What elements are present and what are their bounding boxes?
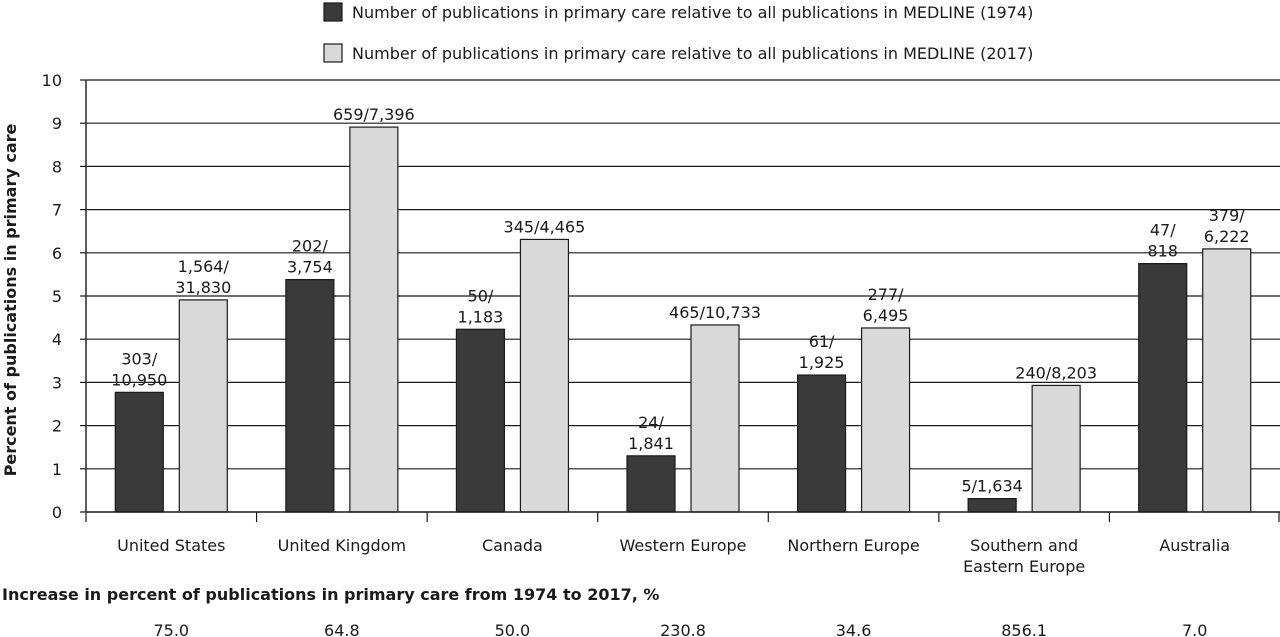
legend-label-1: Number of publications in primary care r… bbox=[352, 44, 1033, 63]
data-label-1-0: 31,830 bbox=[175, 278, 231, 297]
category-label-5: Eastern Europe bbox=[963, 557, 1085, 576]
category-label-0: United States bbox=[117, 536, 225, 555]
legend: Number of publications in primary care r… bbox=[323, 2, 1033, 63]
y-axis-ticks: 0 1 2 3 4 5 6 7 8 9 10 bbox=[42, 71, 86, 522]
data-label-0-4: 61/ bbox=[809, 332, 835, 351]
increase-value-0: 75.0 bbox=[153, 621, 189, 637]
gridlines bbox=[86, 79, 1280, 470]
y-tick-label: 7 bbox=[52, 201, 62, 220]
bar-0-6 bbox=[1138, 263, 1188, 513]
bar-0-1 bbox=[285, 278, 335, 513]
legend-swatch-0 bbox=[323, 2, 343, 22]
legend-label-0: Number of publications in primary care r… bbox=[352, 3, 1033, 22]
category-label-3: Western Europe bbox=[620, 536, 747, 555]
y-axis-label: Percent of publications in primary care bbox=[1, 123, 20, 476]
bar-1-5 bbox=[1031, 384, 1081, 513]
y-tick-label: 4 bbox=[52, 330, 62, 349]
legend-swatch-1 bbox=[323, 43, 343, 63]
data-label-0-6: 818 bbox=[1147, 242, 1178, 261]
data-label-0-2: 1,183 bbox=[458, 307, 504, 326]
data-label-1-4: 6,495 bbox=[863, 306, 909, 325]
bar-0-4 bbox=[796, 374, 847, 513]
data-label-0-3: 1,841 bbox=[628, 434, 674, 453]
increase-value-4: 34.6 bbox=[836, 621, 872, 637]
y-tick-label: 10 bbox=[42, 71, 62, 90]
data-label-1-4: 277/ bbox=[868, 285, 905, 304]
category-label-1: United Kingdom bbox=[278, 536, 406, 555]
y-tick-label: 9 bbox=[52, 114, 62, 133]
increase-value-6: 7.0 bbox=[1182, 621, 1207, 637]
bar-0-2 bbox=[455, 328, 506, 513]
y-tick-label: 8 bbox=[52, 157, 62, 176]
bars bbox=[114, 126, 1252, 513]
bar-1-0 bbox=[178, 299, 228, 513]
category-label-2: Canada bbox=[482, 536, 543, 555]
data-label-0-1: 202/ bbox=[292, 237, 329, 256]
y-tick-label: 3 bbox=[52, 373, 62, 392]
data-label-1-6: 379/ bbox=[1209, 206, 1246, 225]
x-axis bbox=[85, 80, 1280, 522]
data-label-1-2: 345/4,465 bbox=[504, 217, 586, 236]
y-tick-label: 6 bbox=[52, 244, 62, 263]
category-label-5: Southern and bbox=[970, 536, 1078, 555]
increase-value-1: 64.8 bbox=[324, 621, 360, 637]
increase-value-3: 230.8 bbox=[660, 621, 706, 637]
bar-1-2 bbox=[519, 238, 570, 513]
data-label-0-6: 47/ bbox=[1150, 221, 1176, 240]
data-label-0-4: 1,925 bbox=[799, 353, 845, 372]
y-tick-label: 2 bbox=[52, 417, 62, 436]
bar-1-1 bbox=[349, 126, 399, 513]
bar-0-3 bbox=[626, 455, 676, 513]
data-label-0-3: 24/ bbox=[638, 413, 664, 432]
data-label-0-0: 10,950 bbox=[111, 370, 167, 389]
increase-value-5: 856.1 bbox=[1001, 621, 1047, 637]
data-label-0-1: 3,754 bbox=[287, 258, 333, 277]
data-labels: 303/10,950 1,564/31,830 202/3,754 659/7,396… bbox=[111, 105, 1249, 496]
data-label-1-6: 6,222 bbox=[1204, 227, 1250, 246]
y-tick-label: 1 bbox=[52, 460, 62, 479]
increase-row-title: Increase in percent of publications in p… bbox=[2, 585, 659, 604]
y-tick-label: 0 bbox=[52, 503, 62, 522]
data-label-1-0: 1,564/ bbox=[178, 257, 230, 276]
data-label-0-5: 5/1,634 bbox=[961, 477, 1022, 496]
category-labels: United States United Kingdom Canada Western… bbox=[117, 536, 1230, 576]
bar-0-5 bbox=[967, 498, 1017, 513]
bar-1-6 bbox=[1202, 248, 1252, 513]
bar-1-4 bbox=[860, 327, 911, 513]
category-label-4: Northern Europe bbox=[787, 536, 919, 555]
data-label-1-5: 240/8,203 bbox=[1015, 363, 1097, 382]
data-label-0-0: 303/ bbox=[121, 349, 158, 368]
data-label-1-3: 465/10,733 bbox=[669, 303, 761, 322]
category-label-6: Australia bbox=[1159, 536, 1230, 555]
increase-row-values: 75.0 64.8 50.0 230.8 34.6 856.1 7.0 bbox=[153, 621, 1207, 637]
data-label-1-1: 659/7,396 bbox=[333, 105, 415, 124]
bar-0-0 bbox=[114, 391, 164, 513]
y-tick-label: 5 bbox=[52, 287, 62, 306]
data-label-0-2: 50/ bbox=[468, 286, 494, 305]
increase-value-2: 50.0 bbox=[495, 621, 531, 637]
bar-1-3 bbox=[690, 324, 740, 513]
